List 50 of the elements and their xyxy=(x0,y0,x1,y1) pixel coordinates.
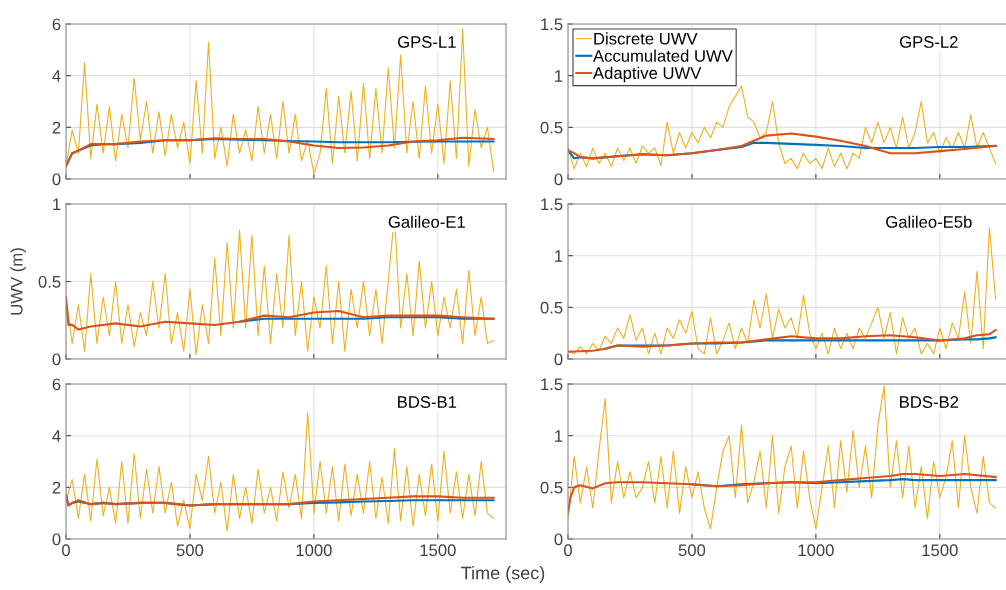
x-tick-label: 0 xyxy=(62,544,70,557)
y-tick-label: 4 xyxy=(52,70,61,82)
line-series xyxy=(65,28,495,175)
y-tick-label: 4 xyxy=(52,430,61,442)
y-tick-label: 0.5 xyxy=(540,301,563,314)
y-tick-label: 6 xyxy=(52,18,61,31)
y-tick-label: 1 xyxy=(53,198,61,211)
y-tick-label: 1 xyxy=(555,250,563,262)
y-tick-label: 0 xyxy=(52,533,61,546)
y-tick-label: 0 xyxy=(52,173,61,186)
y-tick-label: 1.5 xyxy=(541,18,563,31)
y-tick-label: 0 xyxy=(554,533,563,546)
annotation: BDS-B1 xyxy=(398,396,457,408)
line-series xyxy=(567,132,997,160)
y-tick-label: 0.5 xyxy=(38,275,61,288)
x-tick-label: 1500 xyxy=(922,544,958,557)
x-axis-title: Time (sec) xyxy=(461,566,545,583)
legend-label: Accumulated UWV xyxy=(593,49,733,62)
y-tick-label: 0 xyxy=(554,353,563,366)
y-tick-label: 0 xyxy=(554,173,563,186)
line-series xyxy=(65,214,495,355)
x-tick-label: 500 xyxy=(176,544,204,557)
y-tick-label: 1 xyxy=(555,70,563,82)
annotation: GPS-L2 xyxy=(900,36,958,48)
y-tick-label: 1 xyxy=(555,430,563,442)
y-tick-label: 1.5 xyxy=(541,378,563,391)
line-series xyxy=(65,411,495,532)
y-tick-label: 0.5 xyxy=(540,121,563,134)
line-series xyxy=(567,385,997,530)
annotation: Galileo-E1 xyxy=(388,215,465,228)
legend-label: Adaptive UWV xyxy=(593,66,702,83)
y-tick-label: 1.5 xyxy=(541,198,563,211)
y-tick-label: 0 xyxy=(52,353,61,366)
y-tick-label: 2 xyxy=(52,121,61,134)
line-series xyxy=(65,494,495,507)
annotation: GPS-L1 xyxy=(398,36,456,48)
y-axis-title: UWV (m) xyxy=(10,248,26,315)
x-tick-label: 500 xyxy=(678,544,706,557)
annotation: BDS-B2 xyxy=(900,396,959,408)
legend-label: Discrete UWV xyxy=(594,32,698,45)
line-series xyxy=(567,85,997,170)
x-tick-label: 1000 xyxy=(296,544,332,557)
y-tick-label: 6 xyxy=(52,378,61,391)
annotation: Galileo-E5b xyxy=(886,215,972,228)
x-tick-label: 1500 xyxy=(420,544,456,557)
y-tick-label: 2 xyxy=(52,481,61,494)
x-tick-label: 0 xyxy=(564,544,572,557)
y-tick-label: 0.5 xyxy=(540,481,563,494)
x-tick-label: 1000 xyxy=(798,544,834,557)
line-series xyxy=(567,329,997,353)
